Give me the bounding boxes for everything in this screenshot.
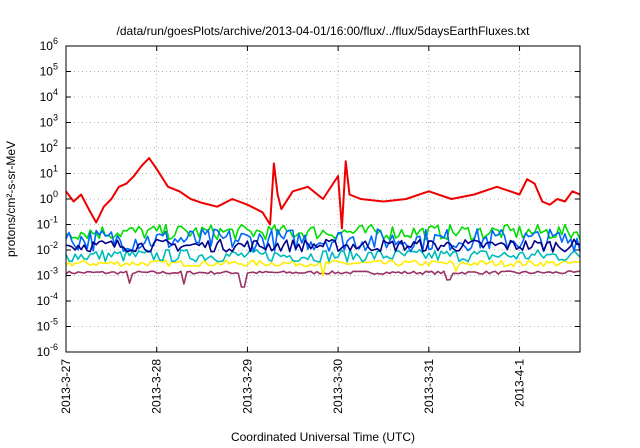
y-tick-label: 100 (40, 189, 58, 206)
x-ticks: 2013-3-27 2013-3-28 2013-3-29 2013-3-30 2013… (59, 46, 527, 414)
y-tick-label: 10-3 (37, 266, 58, 283)
y-tick-label: 10-5 (37, 317, 58, 334)
series-line-yellow (65, 259, 581, 277)
series-group (65, 157, 581, 288)
y-tick-label: 106 (40, 36, 58, 53)
x-tick-label: 2013-4-1 (513, 359, 527, 407)
y-tick-label: 10-1 (37, 215, 58, 232)
y-tick-label: 104 (40, 87, 58, 104)
x-tick-label: 2013-3-30 (331, 359, 345, 414)
x-tick-label: 2013-3-31 (422, 359, 436, 414)
y-tick-label: 10-4 (37, 291, 58, 308)
series-line-cyan (65, 248, 581, 263)
y-tick-label: 103 (40, 113, 58, 130)
x-axis-label: Coordinated Universal Time (UTC) (231, 430, 415, 444)
series-line-green (65, 223, 581, 241)
y-tick-label: 105 (40, 62, 58, 79)
grid (65, 46, 580, 352)
y-axis-label: protons/cm²-s-sr-MeV (4, 141, 18, 257)
x-tick-label: 2013-3-27 (59, 359, 73, 414)
series-line-red (65, 157, 581, 230)
y-tick-label: 101 (40, 164, 58, 181)
chart-title: /data/run/goesPlots/archive/2013-04-01/1… (117, 24, 531, 38)
y-tick-label: 102 (40, 138, 58, 155)
y-tick-label: 10-6 (37, 342, 58, 359)
x-tick-label: 2013-3-29 (240, 359, 254, 414)
series-line-blue (65, 228, 581, 253)
x-tick-label: 2013-3-28 (150, 359, 164, 414)
y-ticks: 10-6 10-5 10-4 10-3 10-2 10-1 100 101 102 103 104 1… (37, 36, 580, 359)
y-tick-label: 10-2 (37, 240, 58, 257)
series-line-navy (65, 238, 581, 253)
